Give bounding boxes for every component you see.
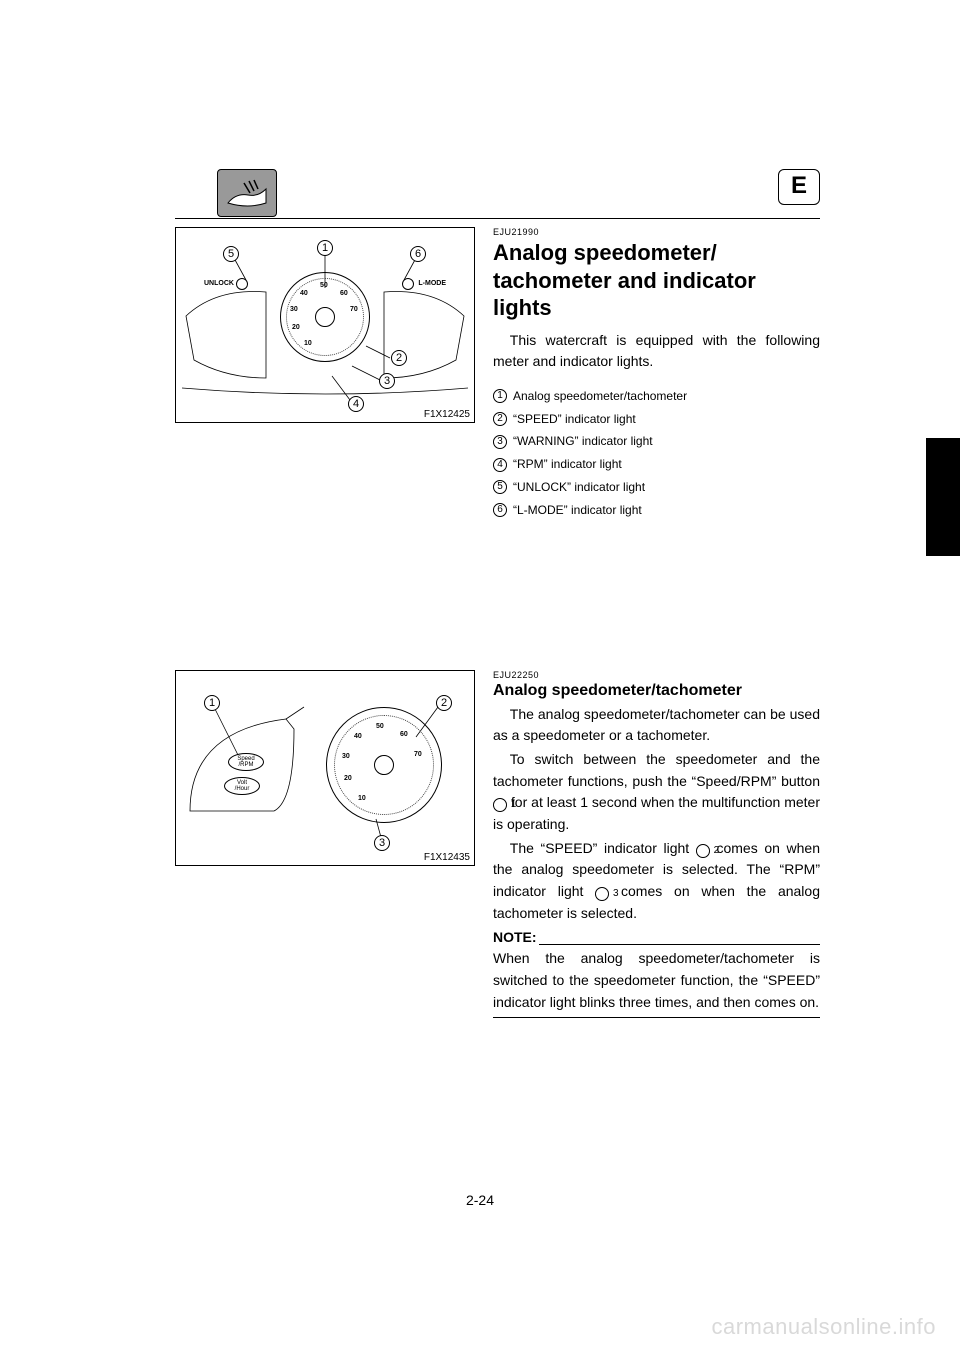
dial-num: 40 — [354, 733, 362, 740]
page-id-letter: E — [778, 169, 820, 205]
figure-1: 10 20 30 40 50 60 70 UNLOCK L-MODE 1 2 3… — [175, 227, 475, 423]
dial-num: 60 — [340, 290, 348, 297]
legend-item: “SPEED” indicator light — [513, 408, 636, 431]
dial-num: 10 — [304, 340, 312, 347]
section-code: EJU21990 — [493, 227, 820, 237]
dial-num: 50 — [320, 282, 328, 289]
dial-num: 20 — [344, 775, 352, 782]
dial-num: 70 — [414, 751, 422, 758]
legend-item: “WARNING” indicator light — [513, 430, 653, 453]
dial-num: 60 — [400, 731, 408, 738]
figure-code: F1X12425 — [424, 409, 470, 420]
watermark: carmanualsonline.info — [711, 1314, 936, 1340]
callout: 2 — [436, 695, 452, 711]
figure-2: Speed /RPM Volt /Hour 10 20 30 40 50 60 … — [175, 670, 475, 866]
dial-num: 20 — [292, 324, 300, 331]
body-text: The analog speedometer/tachometer can be… — [493, 704, 820, 1019]
legend-item: Analog speedometer/tachometer — [513, 385, 687, 408]
callout: 4 — [348, 396, 364, 412]
section-code: EJU22250 — [493, 670, 820, 680]
callout: 2 — [391, 350, 407, 366]
note-text: When the analog speedometer/tachometer i… — [493, 948, 820, 1013]
callout: 1 — [317, 240, 333, 256]
section-title: Analog speedometer/tachometer — [493, 682, 820, 700]
dial-num: 50 — [376, 723, 384, 730]
callout: 6 — [410, 246, 426, 262]
volt-hour-button: Volt /Hour — [224, 777, 260, 795]
legend-item: “L-MODE” indicator light — [513, 499, 642, 522]
dial-num: 70 — [350, 306, 358, 313]
lmode-label: L-MODE — [418, 280, 446, 287]
header-rule — [175, 218, 820, 219]
section-tab — [926, 438, 960, 556]
callout: 3 — [379, 373, 395, 389]
watercraft-icon — [217, 169, 277, 217]
page-number: 2-24 — [0, 1192, 960, 1208]
callout: 1 — [204, 695, 220, 711]
note-label: NOTE: — [493, 927, 537, 949]
dial-num: 30 — [290, 306, 298, 313]
dial-num: 30 — [342, 753, 350, 760]
callout: 3 — [374, 835, 390, 851]
callout: 5 — [223, 246, 239, 262]
section-title: Analog speedometer/tachometer and indica… — [493, 239, 820, 322]
legend-list: 1Analog speedometer/tachometer 2“SPEED” … — [493, 385, 820, 522]
legend-item: “UNLOCK” indicator light — [513, 476, 645, 499]
page-header: E — [175, 175, 820, 219]
figure-code: F1X12435 — [424, 852, 470, 863]
dial-num: 40 — [300, 290, 308, 297]
intro-text: This watercraft is equipped with the fol… — [493, 330, 820, 373]
unlock-label: UNLOCK — [204, 280, 234, 287]
legend-item: “RPM” indicator light — [513, 453, 622, 476]
speed-rpm-button: Speed /RPM — [228, 753, 264, 771]
dial-num: 10 — [358, 795, 366, 802]
